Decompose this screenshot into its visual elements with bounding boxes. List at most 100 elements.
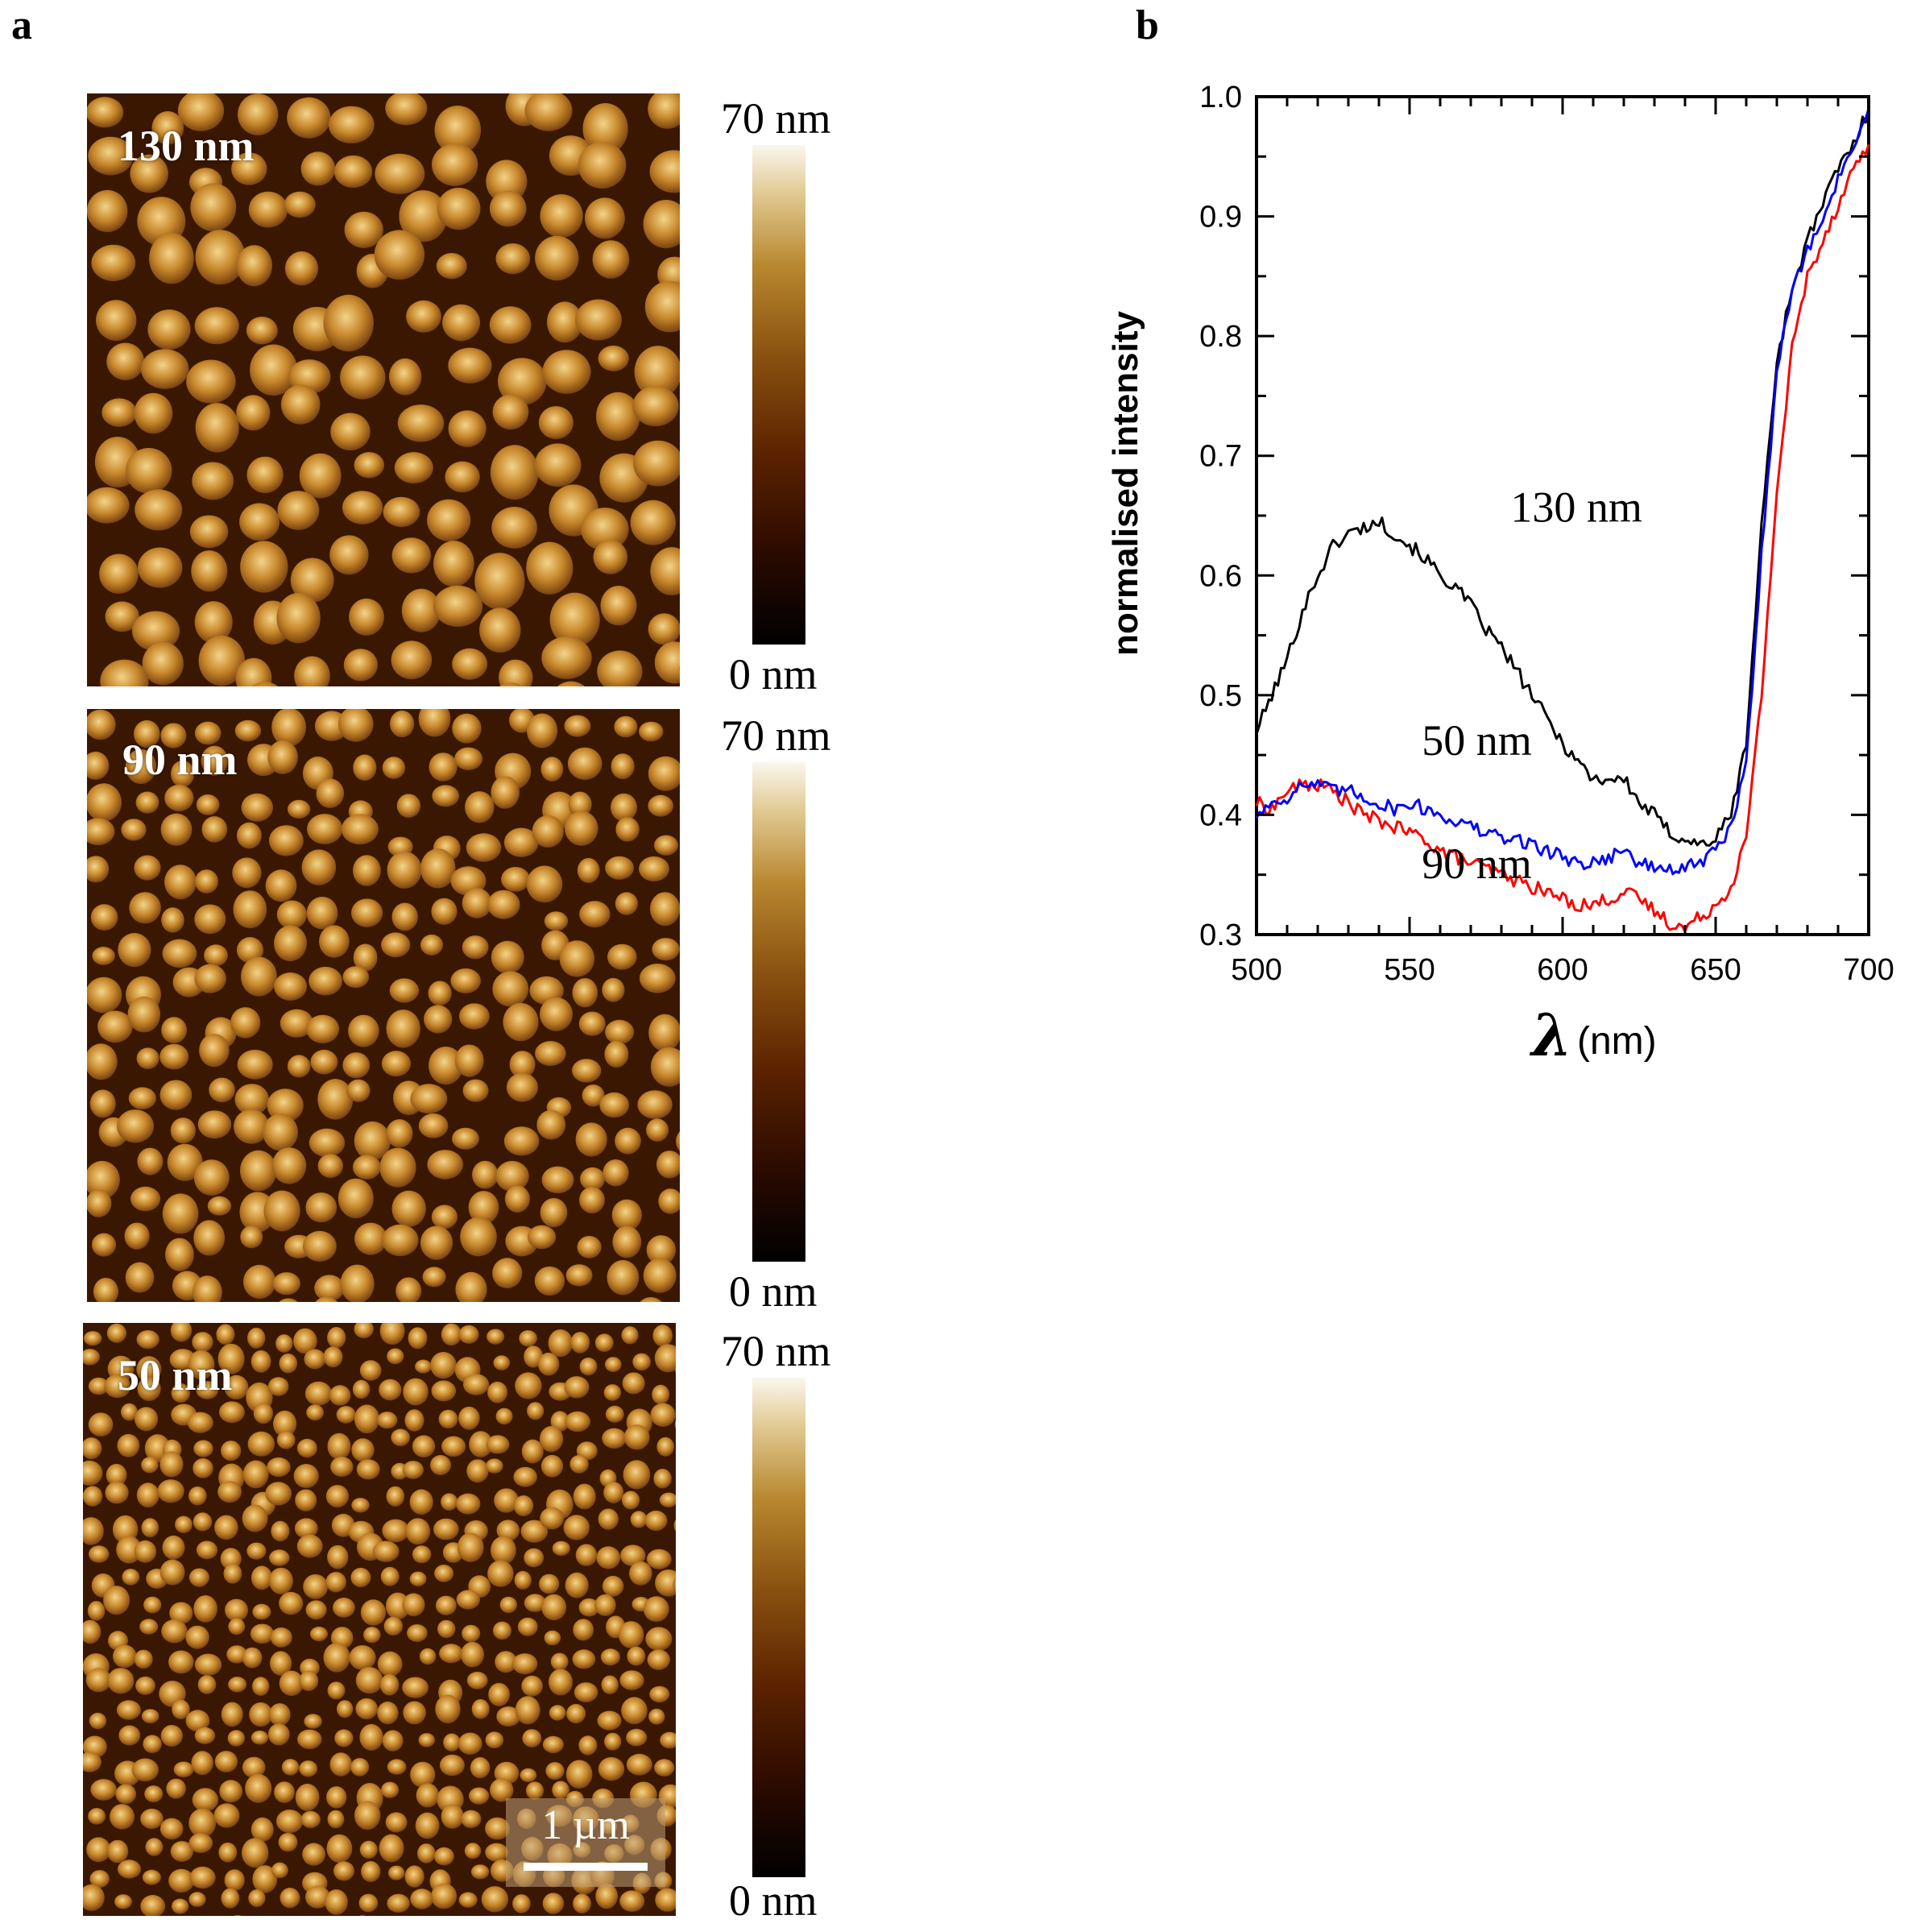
afm-particle bbox=[301, 849, 337, 885]
afm-particle bbox=[103, 1586, 130, 1615]
afm-particle bbox=[415, 1359, 432, 1374]
afm-particle bbox=[140, 1895, 166, 1916]
afm-particle bbox=[87, 1189, 112, 1217]
afm-particle bbox=[456, 1493, 481, 1515]
afm-particle bbox=[437, 1619, 456, 1639]
afm-particle bbox=[271, 1147, 307, 1184]
series-annotation: 130 nm bbox=[1510, 483, 1642, 531]
afm-particle bbox=[579, 1187, 605, 1214]
afm-particle bbox=[598, 1757, 625, 1781]
afm-particle bbox=[308, 966, 342, 996]
afm-particle bbox=[654, 1759, 675, 1777]
afm-particle bbox=[83, 1752, 101, 1772]
series-line-130nm bbox=[1255, 108, 1870, 847]
afm-particle bbox=[524, 1594, 546, 1612]
afm-particle bbox=[565, 1760, 593, 1789]
afm-particle bbox=[474, 553, 525, 610]
afm-particle bbox=[350, 1567, 371, 1588]
afm-particle bbox=[116, 1700, 141, 1720]
afm-particle bbox=[351, 1438, 375, 1462]
afm-particle bbox=[93, 1278, 119, 1302]
afm-particle bbox=[207, 1196, 232, 1216]
afm-particle bbox=[491, 776, 520, 809]
afm-particle bbox=[504, 1185, 530, 1213]
afm-particle bbox=[379, 1834, 404, 1863]
afm-particle bbox=[496, 1706, 521, 1727]
afm-particle bbox=[492, 971, 529, 1007]
afm-particle bbox=[458, 1406, 480, 1430]
afm-particle bbox=[495, 1651, 517, 1673]
afm-particle bbox=[503, 1002, 539, 1042]
afm-particle bbox=[656, 1150, 680, 1179]
afm-particle bbox=[405, 1518, 431, 1545]
afm-particle bbox=[654, 1344, 676, 1373]
afm-particle bbox=[263, 1113, 298, 1151]
afm-particle bbox=[431, 1883, 458, 1909]
afm-particle bbox=[352, 1379, 371, 1399]
afm-particle bbox=[385, 1812, 408, 1833]
afm-particle bbox=[489, 190, 527, 227]
afm-particle bbox=[246, 1542, 267, 1560]
afm-particle bbox=[117, 1109, 154, 1143]
afm-particle bbox=[509, 1051, 536, 1079]
afm-particle bbox=[307, 814, 343, 844]
afm-label-90nm: 90 nm bbox=[122, 736, 238, 784]
afm-particle bbox=[565, 1411, 590, 1432]
afm-particle bbox=[412, 1435, 436, 1457]
afm-particle bbox=[486, 160, 528, 203]
afm-particle bbox=[487, 1560, 514, 1587]
afm-particle bbox=[114, 1894, 132, 1909]
afm-particle bbox=[240, 1150, 277, 1192]
afm-particle bbox=[83, 1437, 102, 1460]
afm-particle bbox=[379, 1379, 402, 1401]
afm-particle bbox=[541, 636, 592, 679]
afm-particle bbox=[198, 635, 245, 686]
afm-particle bbox=[273, 1410, 297, 1437]
afm-particle bbox=[101, 398, 137, 427]
afm-particle bbox=[330, 1457, 354, 1477]
afm-particle bbox=[354, 1404, 380, 1434]
afm-particle bbox=[532, 815, 564, 848]
afm-particle bbox=[457, 1532, 484, 1562]
afm-particle bbox=[142, 641, 184, 686]
afm-particle bbox=[325, 1889, 348, 1915]
afm-particle bbox=[379, 1147, 416, 1188]
afm-particle bbox=[90, 1779, 117, 1801]
afm-particle bbox=[409, 1571, 427, 1586]
afm-particle bbox=[185, 1710, 210, 1732]
colorbar-1 bbox=[752, 145, 805, 645]
afm-particle bbox=[534, 1266, 565, 1296]
afm-particle bbox=[323, 1346, 343, 1368]
afm-particle bbox=[276, 900, 307, 929]
afm-particle bbox=[402, 1677, 429, 1698]
afm-particle bbox=[434, 106, 482, 155]
afm-particle bbox=[327, 1327, 346, 1349]
afm-particle bbox=[336, 1406, 356, 1424]
afm-particle bbox=[469, 1787, 490, 1805]
afm-particle bbox=[568, 791, 592, 818]
afm-particle bbox=[284, 191, 316, 218]
afm-particle bbox=[201, 816, 228, 843]
x-tick-label: 500 bbox=[1231, 953, 1281, 987]
afm-particle bbox=[615, 817, 640, 842]
afm-particle bbox=[485, 1817, 510, 1840]
afm-particle bbox=[247, 1431, 275, 1457]
spectra-chart: 500 550 600 650 700 0.3 0.4 0.5 0.6 0.7 0.8 0.9 1.0 1… bbox=[1106, 81, 1894, 1069]
afm-particle bbox=[428, 981, 452, 1006]
afm-particle bbox=[503, 827, 539, 857]
scale-bar-label: 1 µm bbox=[541, 1802, 630, 1848]
afm-particle bbox=[491, 940, 524, 974]
afm-particle bbox=[170, 1117, 196, 1144]
afm-particle bbox=[97, 1010, 133, 1043]
afm-particle bbox=[654, 641, 680, 684]
afm-particle bbox=[634, 346, 680, 399]
afm-particle bbox=[578, 1735, 598, 1756]
afm-particle bbox=[316, 778, 345, 808]
afm-particle bbox=[622, 1372, 645, 1395]
afm-particle bbox=[187, 1412, 213, 1433]
afm-particle bbox=[520, 1519, 549, 1543]
afm-particle bbox=[125, 448, 172, 494]
afm-particle bbox=[639, 721, 664, 742]
afm-particle bbox=[381, 932, 411, 958]
y-tick-label: 0.9 bbox=[1199, 201, 1242, 234]
